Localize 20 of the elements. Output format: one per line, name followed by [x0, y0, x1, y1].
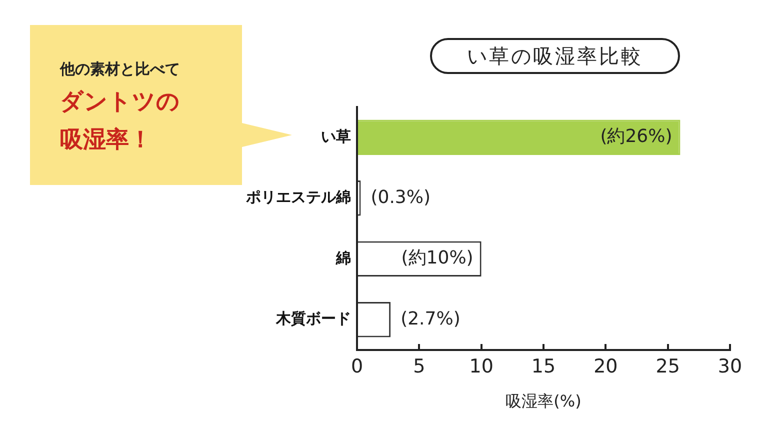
x-tick-label: 10	[469, 355, 494, 378]
data-label: (2.7%)	[400, 308, 460, 330]
x-tick-label: 25	[656, 355, 680, 378]
y-tick-label: い草	[321, 127, 351, 146]
chart-title: い草の吸湿率比較	[430, 38, 680, 74]
x-tick-label: 30	[718, 355, 742, 378]
data-label: (約26%)	[600, 126, 672, 148]
y-tick-label: ポリエステル綿	[245, 188, 351, 206]
x-tick-label: 20	[594, 355, 618, 378]
text: 吸湿率！	[60, 126, 153, 155]
text: 他の素材と比べて	[60, 59, 181, 80]
y-tick-label: 木質ボード	[275, 310, 351, 328]
x-axis-title: 吸湿率(%)	[506, 392, 582, 411]
data-label: (0.3%)	[370, 186, 431, 208]
y-tick-label: 綿	[335, 248, 351, 267]
data-label: (約10%)	[401, 248, 474, 269]
x-tick-label: 0	[350, 355, 364, 378]
x-tick-label: 15	[531, 355, 556, 378]
x-tick-label: 5	[413, 355, 426, 378]
text: ダントツの	[60, 88, 181, 117]
